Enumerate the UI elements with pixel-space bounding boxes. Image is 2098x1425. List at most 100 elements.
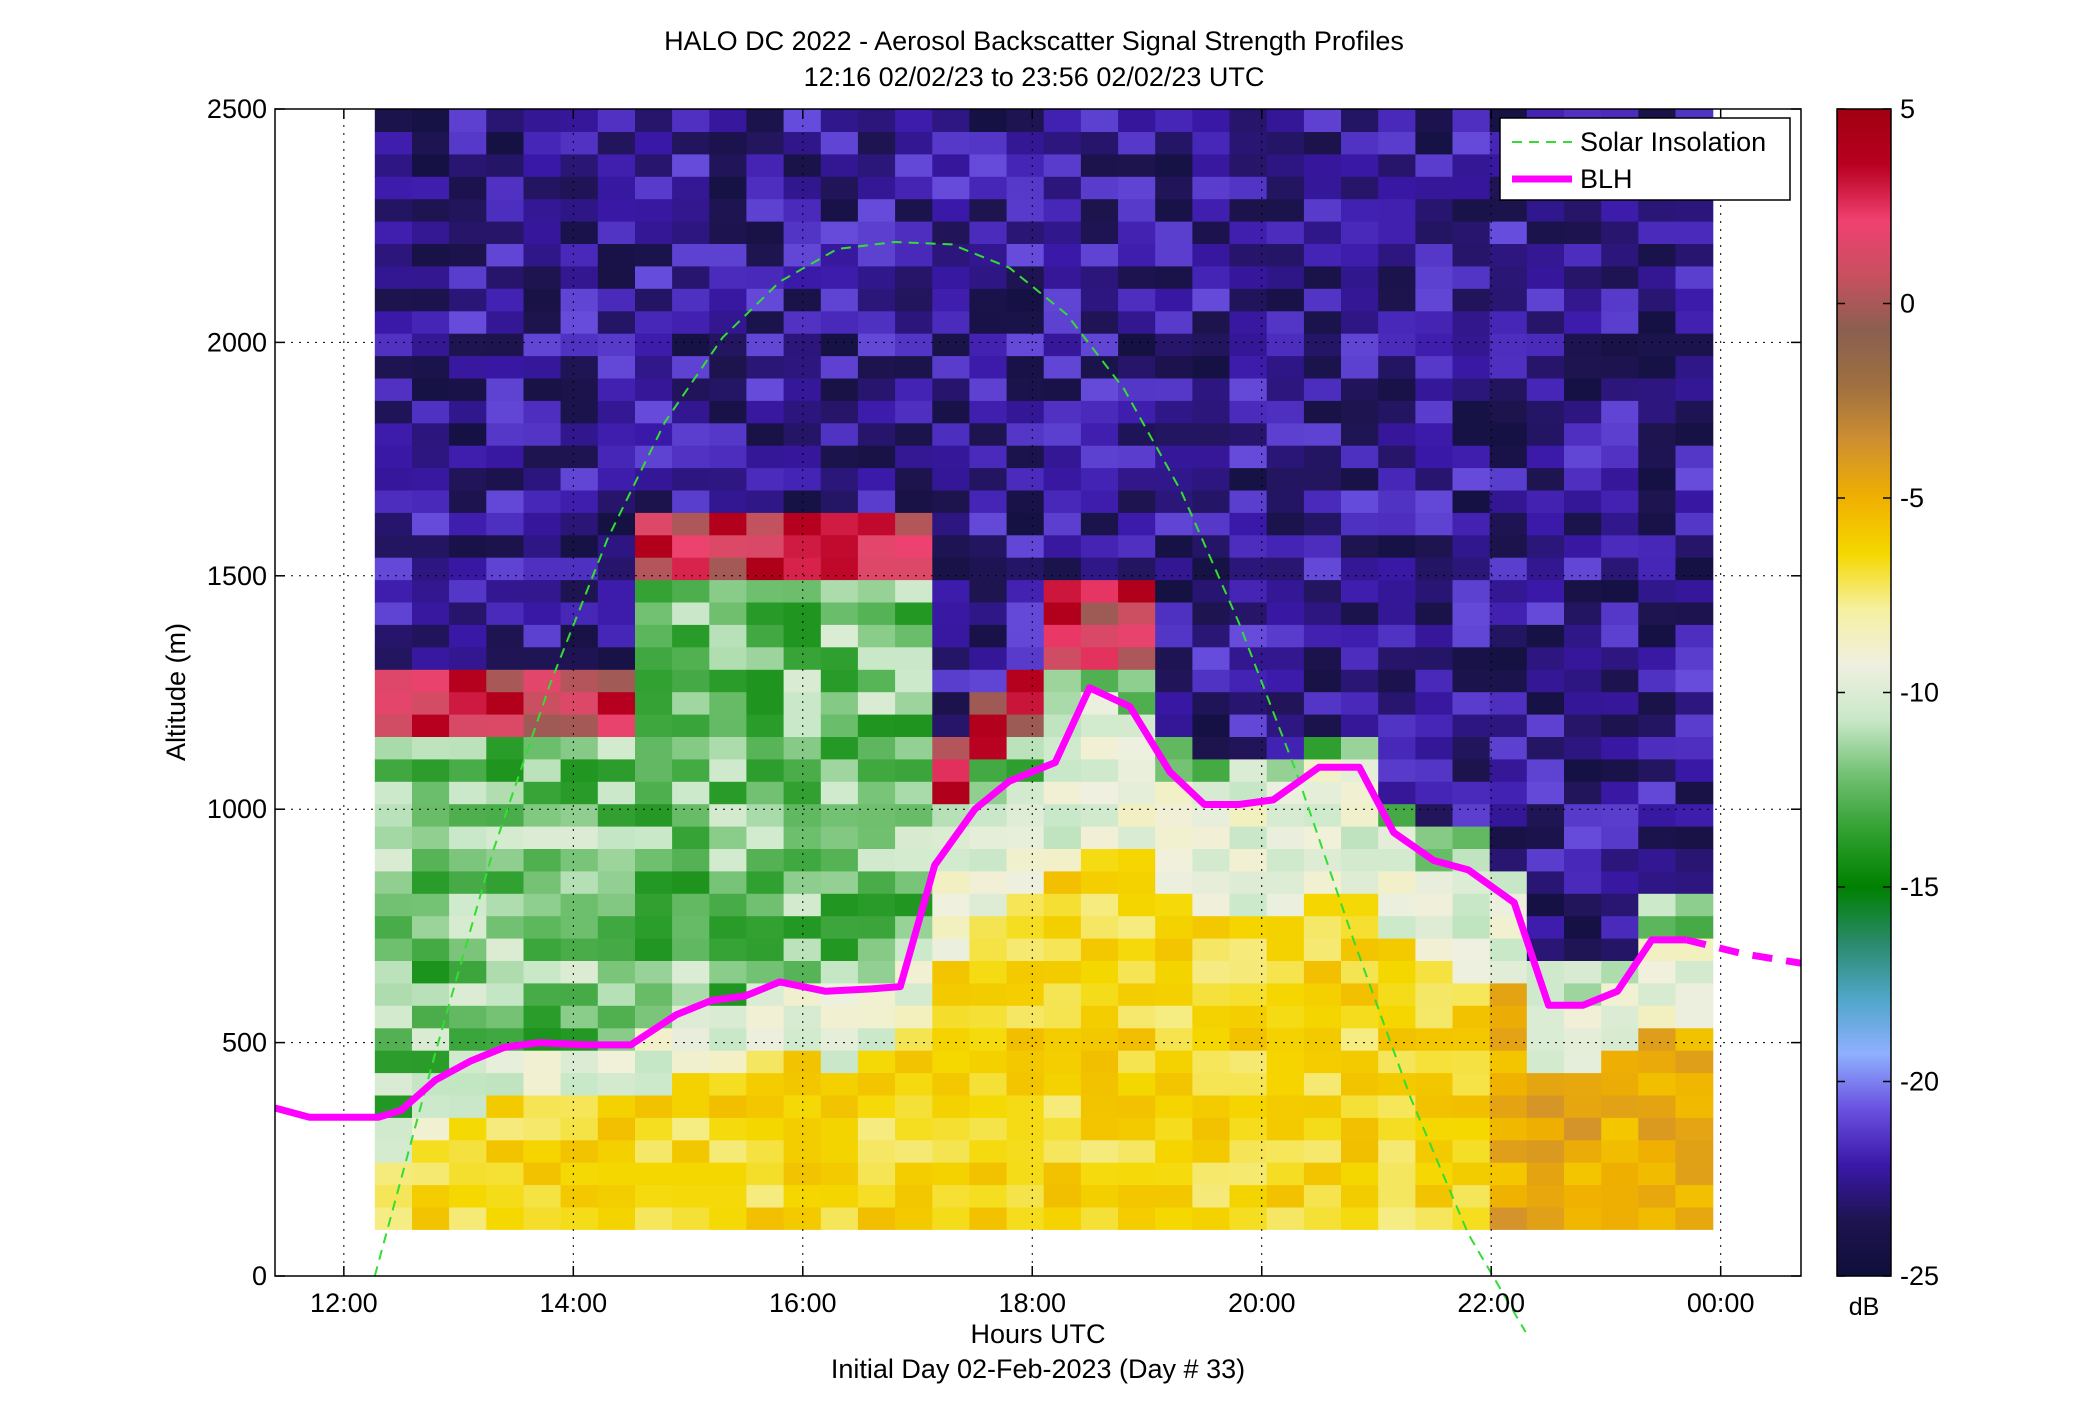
- heatmap-cell: [1043, 400, 1082, 424]
- heatmap-cell: [1229, 893, 1268, 917]
- heatmap-cell: [374, 938, 413, 961]
- heatmap-cell: [746, 489, 785, 513]
- heatmap-cell: [1155, 109, 1193, 132]
- heatmap-cell: [895, 781, 933, 805]
- heatmap-cell: [1526, 601, 1565, 625]
- heatmap-cell: [449, 377, 487, 401]
- heatmap-cell: [412, 669, 450, 693]
- heatmap-cell: [1489, 982, 1528, 1006]
- heatmap-cell: [1638, 265, 1677, 289]
- heatmap-cell: [1638, 960, 1677, 984]
- heatmap-cell: [1526, 512, 1565, 536]
- heatmap-cell: [1489, 1005, 1528, 1029]
- heatmap-cell: [783, 691, 822, 715]
- heatmap-cell: [1043, 131, 1082, 155]
- heatmap-cell: [449, 333, 487, 357]
- heatmap-cell: [709, 736, 748, 760]
- heatmap-cell: [672, 669, 710, 693]
- x-axis-label-day: Initial Day 02-Feb-2023 (Day # 33): [831, 1354, 1245, 1384]
- y-tick-label: 500: [222, 1028, 267, 1058]
- heatmap-cell: [560, 153, 599, 177]
- heatmap-cell: [783, 333, 822, 357]
- heatmap-cell: [1489, 1162, 1528, 1186]
- heatmap-cell: [1378, 243, 1416, 267]
- heatmap-cell: [1043, 557, 1082, 581]
- heatmap-cell: [1303, 826, 1342, 849]
- heatmap-cell: [1489, 960, 1528, 984]
- heatmap-cell: [1043, 1206, 1082, 1230]
- heatmap-cell: [597, 377, 636, 401]
- heatmap-cell: [857, 489, 896, 513]
- heatmap-cell: [709, 109, 748, 132]
- heatmap-cell: [1526, 938, 1565, 961]
- heatmap-cell: [560, 333, 599, 357]
- heatmap-cell: [1303, 1094, 1342, 1118]
- heatmap-cell: [1080, 153, 1119, 177]
- heatmap-cell: [1415, 826, 1454, 849]
- heatmap-cell: [1526, 243, 1565, 267]
- heatmap-cell: [1080, 579, 1119, 603]
- heatmap-cell: [1303, 377, 1342, 401]
- heatmap-cell: [412, 1162, 450, 1186]
- heatmap-cell: [857, 243, 896, 267]
- heatmap-cell: [1080, 714, 1119, 737]
- heatmap-cell: [1638, 310, 1677, 334]
- heatmap-cell: [895, 1050, 933, 1074]
- heatmap-cell: [1006, 265, 1045, 289]
- heatmap-cell: [969, 377, 1008, 401]
- heatmap-cell: [1192, 557, 1231, 581]
- heatmap-cell: [374, 512, 413, 536]
- heatmap-cell: [1675, 915, 1714, 939]
- heatmap-cell: [560, 669, 599, 693]
- heatmap-cell: [1378, 982, 1416, 1006]
- heatmap-cell: [1564, 333, 1602, 357]
- heatmap-cell: [1526, 781, 1565, 805]
- heatmap-cell: [635, 848, 673, 872]
- heatmap-cell: [449, 938, 487, 961]
- heatmap-cell: [1229, 198, 1268, 222]
- heatmap-cell: [932, 377, 971, 401]
- heatmap-cell: [783, 198, 822, 222]
- heatmap-cell: [1489, 579, 1528, 603]
- heatmap-cell: [895, 400, 933, 424]
- heatmap-cell: [1638, 534, 1677, 558]
- heatmap-cell: [1080, 960, 1119, 984]
- heatmap-cell: [1303, 489, 1342, 513]
- heatmap-cell: [1601, 826, 1639, 849]
- heatmap-cell: [523, 131, 562, 155]
- heatmap-cell: [486, 333, 525, 357]
- heatmap-cell: [1192, 870, 1231, 894]
- heatmap-cell: [1452, 400, 1491, 424]
- heatmap-cell: [672, 512, 710, 536]
- heatmap-cell: [374, 489, 413, 513]
- heatmap-cell: [1638, 400, 1677, 424]
- heatmap-cell: [1489, 1072, 1528, 1096]
- heatmap-cell: [1415, 534, 1454, 558]
- heatmap-cell: [1303, 915, 1342, 939]
- heatmap-cell: [1601, 646, 1639, 670]
- heatmap-cell: [746, 714, 785, 737]
- heatmap-cell: [1489, 445, 1528, 469]
- heatmap-cell: [746, 1027, 785, 1051]
- heatmap-cell: [932, 1005, 971, 1029]
- heatmap-cell: [1229, 960, 1268, 984]
- heatmap-cell: [1638, 1050, 1677, 1074]
- heatmap-cell: [1452, 758, 1491, 782]
- heatmap-cell: [1415, 198, 1454, 222]
- heatmap-cell: [1229, 153, 1268, 177]
- heatmap-cell: [1341, 893, 1379, 917]
- heatmap-cell: [820, 803, 859, 827]
- heatmap-cell: [374, 803, 413, 827]
- heatmap-cell: [1155, 445, 1193, 469]
- heatmap-cell: [746, 624, 785, 648]
- heatmap-cell: [1118, 333, 1156, 357]
- heatmap-cell: [374, 1139, 413, 1163]
- heatmap-cell: [1303, 1184, 1342, 1208]
- heatmap-cell: [1601, 243, 1639, 267]
- heatmap-cell: [560, 355, 599, 379]
- heatmap-cell: [820, 243, 859, 267]
- heatmap-cell: [746, 400, 785, 424]
- heatmap-cell: [597, 1139, 636, 1163]
- heatmap-cell: [1266, 310, 1305, 334]
- heatmap-cell: [1266, 377, 1305, 401]
